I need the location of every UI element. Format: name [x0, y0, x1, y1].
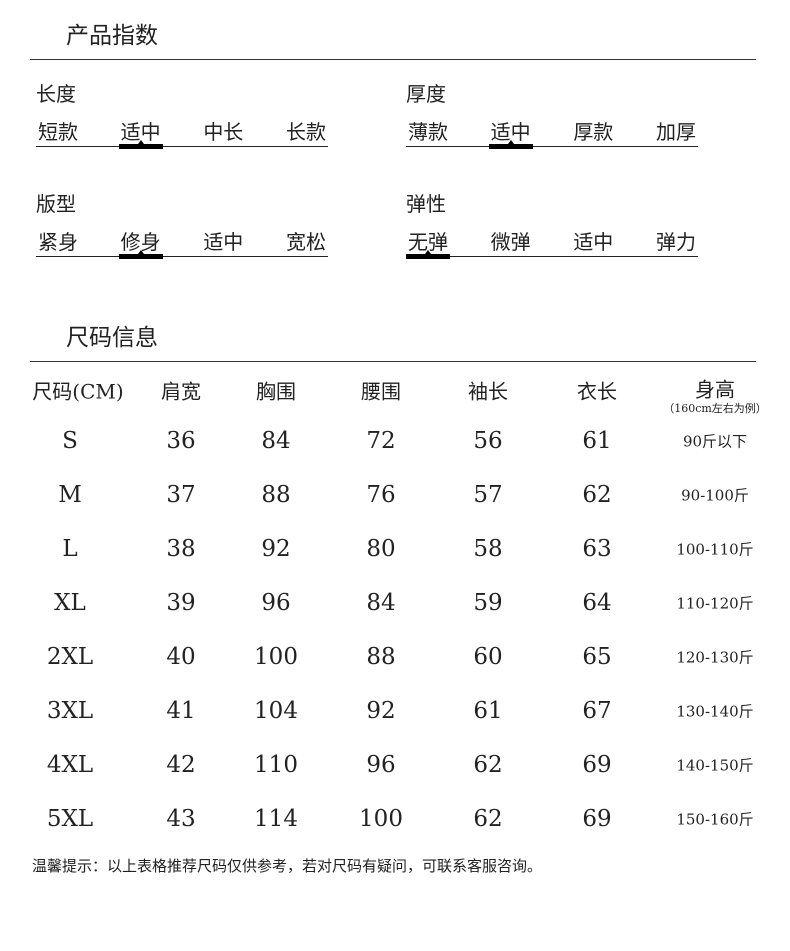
- index-group: 版型 紧身 修身 适中 宽松: [36, 188, 328, 268]
- table-cell: 110-120斤: [676, 594, 754, 613]
- table-cell: 90斤以下: [682, 432, 748, 451]
- selected-indicator: [489, 140, 533, 149]
- index-option: 厚款: [573, 120, 614, 144]
- table-cell: 84: [261, 428, 291, 454]
- index-scale-line: [36, 250, 328, 259]
- table-cell: 76: [366, 482, 396, 508]
- index-option: 微弹: [490, 230, 531, 254]
- column-header: 胸围: [256, 379, 296, 404]
- note-text: 温馨提示：以上表格推荐尺码仅供参考，若对尺码有疑问，可联系客服咨询。: [32, 857, 543, 875]
- table-cell: 130-140斤: [676, 702, 754, 721]
- table-cell: 43: [166, 806, 196, 832]
- table-cell: 72: [366, 428, 396, 454]
- index-section-title: 产品指数: [66, 23, 158, 49]
- table-cell: 90-100斤: [681, 486, 749, 505]
- table-cell: 58: [473, 536, 503, 562]
- table-cell: 104: [254, 698, 298, 724]
- table-cell: 114: [254, 806, 298, 832]
- table-cell: 84: [366, 590, 396, 616]
- selected-indicator: [406, 250, 450, 259]
- index-option: 适中: [573, 230, 614, 254]
- divider: [30, 361, 756, 362]
- column-header: 衣长: [577, 379, 617, 404]
- divider: [30, 59, 756, 60]
- table-cell: 59: [473, 590, 503, 616]
- index-group: 弹性 无弹 微弹 适中 弹力: [406, 188, 698, 268]
- selected-indicator: [119, 250, 163, 259]
- index-group-label: 弹性: [406, 192, 446, 216]
- index-group-label: 版型: [36, 192, 76, 216]
- column-header: 袖长: [468, 379, 508, 404]
- column-header: 尺码(CM): [32, 379, 124, 404]
- table-cell: 41: [166, 698, 196, 724]
- table-cell: 3XL: [46, 698, 94, 724]
- table-cell: 61: [582, 428, 612, 454]
- index-option: 薄款: [408, 120, 448, 144]
- table-cell: 5XL: [46, 806, 94, 832]
- table-cell: S: [62, 428, 78, 454]
- index-option: 长款: [285, 120, 326, 144]
- index-option: 中长: [203, 120, 244, 144]
- table-cell: 38: [166, 536, 196, 562]
- table-cell: 62: [473, 752, 503, 778]
- index-group: 厚度 薄款 适中 厚款 加厚: [406, 78, 698, 158]
- table-cell: 80: [366, 536, 396, 562]
- table-cell: 88: [366, 644, 396, 670]
- selected-indicator: [119, 140, 163, 149]
- index-option: 宽松: [285, 230, 326, 254]
- column-header: 身高: [695, 377, 735, 402]
- table-cell: 120-130斤: [676, 648, 754, 667]
- table-cell: 100-110斤: [676, 540, 754, 559]
- table-cell: 4XL: [46, 752, 94, 778]
- table-cell: 96: [366, 752, 396, 778]
- table-cell: 42: [166, 752, 196, 778]
- table-cell: 36: [166, 428, 196, 454]
- table-cell: 2XL: [46, 644, 94, 670]
- table-cell: 92: [261, 536, 291, 562]
- size-section-title: 尺码信息: [66, 325, 158, 351]
- table-cell: 100: [359, 806, 403, 832]
- table-cell: 57: [473, 482, 503, 508]
- table-cell: 100: [254, 644, 298, 670]
- column-header: 肩宽: [161, 379, 201, 404]
- column-header: 腰围: [361, 379, 401, 404]
- index-option: 弹力: [655, 230, 696, 254]
- table-cell: M: [58, 482, 82, 508]
- index-scale-line: [36, 140, 328, 149]
- index-option: 适中: [203, 230, 244, 254]
- table-cell: L: [62, 536, 78, 562]
- height-note: （160cm左右为例）: [663, 402, 767, 415]
- index-group-label: 厚度: [406, 82, 446, 106]
- index-option: 紧身: [38, 230, 78, 254]
- table-cell: XL: [54, 590, 86, 616]
- table-cell: 150-160斤: [676, 810, 754, 829]
- table-cell: 62: [582, 482, 612, 508]
- table-cell: 88: [261, 482, 291, 508]
- table-cell: 40: [166, 644, 196, 670]
- table-cell: 62: [473, 806, 503, 832]
- table-cell: 37: [166, 482, 196, 508]
- index-option: 加厚: [655, 120, 696, 144]
- table-cell: 67: [582, 698, 612, 724]
- table-cell: 92: [366, 698, 396, 724]
- table-cell: 61: [473, 698, 503, 724]
- index-group: 长度 短款 适中 中长 长款: [36, 78, 328, 158]
- table-cell: 110: [254, 752, 298, 778]
- index-scale-line: [406, 140, 698, 149]
- table-cell: 65: [582, 644, 612, 670]
- table-cell: 140-150斤: [676, 756, 754, 775]
- table-cell: 60: [473, 644, 503, 670]
- index-group-label: 长度: [36, 82, 76, 106]
- table-cell: 64: [582, 590, 612, 616]
- table-cell: 69: [582, 806, 612, 832]
- index-scale-line: [406, 250, 698, 259]
- index-option: 短款: [38, 120, 78, 144]
- table-cell: 39: [166, 590, 196, 616]
- table-cell: 56: [473, 428, 503, 454]
- table-cell: 69: [582, 752, 612, 778]
- table-cell: 63: [582, 536, 612, 562]
- table-cell: 96: [261, 590, 291, 616]
